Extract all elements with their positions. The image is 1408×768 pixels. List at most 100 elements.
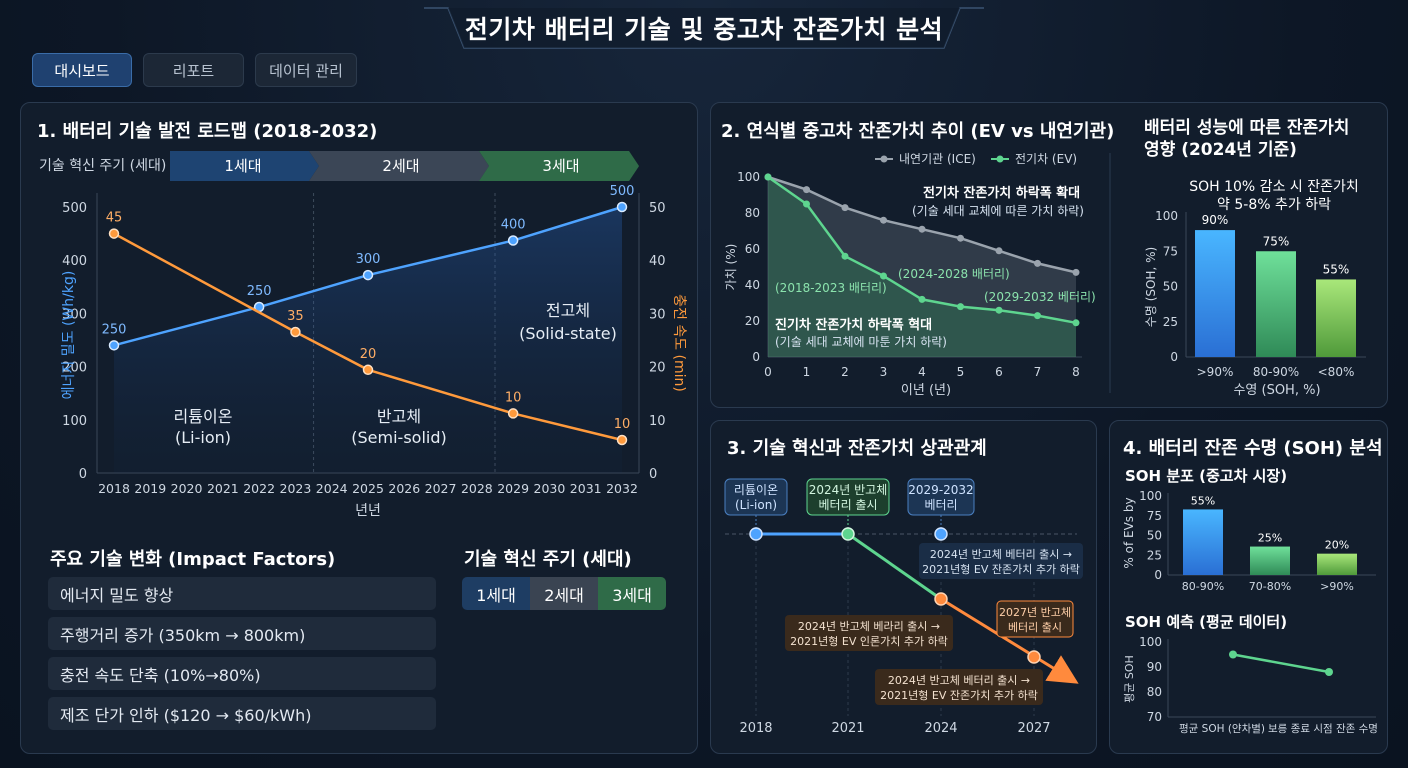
y-tick-label: 70 [1147, 710, 1162, 724]
era-liion-sub: (Li-ion) [175, 428, 231, 447]
y-tick-label: 80 [745, 206, 760, 220]
series-point [918, 295, 926, 303]
timeline-point [934, 527, 948, 541]
x-tick-label: 2028 [461, 481, 493, 496]
generation-legend: 1세대 2세대 3세대 [462, 577, 666, 610]
legend-ice-label: 내연기관 (ICE) [899, 152, 976, 166]
era-semisolid-sub: (Semi-solid) [351, 428, 446, 447]
x-axis-label: 이년 (년) [901, 383, 951, 398]
tab-dashboard[interactable]: 대시보드 [32, 53, 132, 87]
annotation: (2029-2032 베터리) [984, 290, 1096, 304]
annotation: (기술 세대 교체에 마툰 가치 하락) [775, 335, 947, 349]
tab-data-management[interactable]: 데이터 관리 [255, 53, 357, 87]
energy-point [108, 340, 120, 351]
annotation: (2018-2023 배터리) [775, 281, 887, 295]
generation-chip-1: 1세대 [462, 577, 530, 610]
series-point [841, 252, 849, 260]
generation-chip-3: 3세대 [598, 577, 666, 610]
y-tick-label: 60 [745, 242, 760, 256]
x-tick-label: 2018 [98, 481, 130, 496]
era-liion-label: 리튬이온 [174, 407, 233, 426]
timeline-point [841, 527, 855, 541]
bar-value-label: 75% [1263, 234, 1290, 248]
charge-data-label: 35 [287, 309, 304, 324]
callout-2-line1: 2024년 반고체 베라리 출시 → [798, 620, 940, 633]
label-liion: 리튬이온 [734, 483, 778, 497]
y-tick-label: 75 [1163, 244, 1178, 258]
bar-value-label: 55% [1191, 494, 1215, 507]
era-semisolid-label: 반고체 [377, 407, 421, 426]
energy-data-label: 500 [610, 184, 635, 199]
callout-2-line2: 2021년형 EV 인론가치 추가 하락 [790, 634, 948, 648]
panel-soh-analysis: 4. 배터리 잔존 수명 (SOH) 분석 SOH 분포 (중고차 시장) SO… [1109, 420, 1388, 754]
charge-data-label: 10 [505, 390, 522, 405]
x-tick-label: 2030 [534, 481, 566, 496]
panel-title: 2. 연식별 중고차 잔존가치 추이 (EV vs 내연기관) [721, 121, 1115, 142]
callout-3-line2: 베터리 출시 [1008, 621, 1062, 634]
y-tick-label: 500 [62, 201, 87, 216]
series-point [1034, 312, 1041, 320]
x-tick-label: <80% [1318, 365, 1355, 379]
bar-value-label: 25% [1258, 532, 1282, 545]
label-2029-sub: 베터리 [924, 498, 957, 512]
roadmap-chart: 기술 혁신 주기 (세대) 1세대 2세대 3세대 01002003004005… [39, 151, 687, 519]
energy-point [507, 235, 519, 246]
bar-value-label: 20% [1325, 539, 1349, 552]
factor-item: 에너지 밀도 향상 [48, 577, 436, 610]
y-tick-label: 100 [62, 414, 87, 429]
x-tick-label: 2031 [570, 481, 602, 496]
y-tick-label: 25 [1147, 548, 1162, 562]
callout-1 [919, 543, 1083, 579]
label-liion-sub: (Li-ion) [735, 498, 777, 512]
series-point [1072, 268, 1080, 276]
x-tick-label: 3 [880, 365, 888, 379]
generation-chip-2: 2세대 [530, 577, 598, 610]
y-tick-label: 75 [1147, 509, 1162, 523]
bar [1183, 509, 1223, 575]
series-point [1072, 319, 1080, 327]
label-2029: 2029-2032 [908, 483, 973, 497]
series-point [995, 247, 1003, 255]
bar-value-label: 90% [1202, 213, 1229, 227]
series-point [803, 200, 810, 208]
x-tick-label: 8 [1072, 365, 1080, 379]
callout-3-line1: 2027년 반고체 [999, 606, 1071, 619]
year-label: 2021 [831, 721, 864, 736]
energy-point [362, 269, 374, 281]
timeline-segment-3 [940, 597, 1079, 684]
charge-point [616, 434, 628, 446]
series-point [880, 216, 887, 224]
panel-title: 4. 배터리 잔존 수명 (SOH) 분석 [1123, 438, 1383, 459]
x-tick-label: 80-90% [1253, 365, 1299, 379]
gen3-arrow-lower [479, 166, 639, 181]
y-tick-label: 100 [1139, 635, 1162, 649]
year-label: 2027 [1017, 721, 1050, 736]
energy-data-label: 250 [247, 284, 272, 299]
y-axis-label: % of EVs by [1122, 497, 1136, 568]
annotation: 진기차 잔존가치 하락폭 혁대 [775, 317, 932, 333]
x-tick-label: 80-90% [1182, 580, 1224, 593]
correlation-chart: 리튬이온 (Li-ion) 2024년 반고체 베터리 출시 2029-2032… [724, 478, 1083, 736]
series-point [957, 234, 964, 242]
era-solidstate-label: 전고체 [546, 301, 590, 320]
page-title: 전기차 배터리 기술 및 중고차 잔존가치 분석 [464, 15, 944, 44]
callout-4-line2: 2021년형 EV 잔존가치 추가 하락 [880, 688, 1038, 702]
x-tick-label: 4 [918, 365, 926, 379]
y-tick-label: 100 [1139, 489, 1162, 503]
charge-point [507, 408, 519, 419]
callout-4 [875, 669, 1043, 705]
label-semisolid-sub: 베터리 출시 [818, 498, 877, 512]
y2-tick-label: 30 [649, 307, 666, 322]
panel-residual-value-trend: 2. 연식별 중고차 잔존가치 추이 (EV vs 내연기관) 내연기관 (IC… [710, 102, 1388, 408]
prediction-line [1232, 653, 1330, 674]
x-tick-label: 2023 [280, 481, 312, 496]
series-point [764, 173, 772, 181]
tab-report[interactable]: 리포트 [143, 53, 244, 87]
bar [1317, 553, 1357, 575]
y-tick-label: 20 [745, 314, 760, 328]
series-point [880, 272, 887, 280]
bar-value-label: 55% [1323, 262, 1350, 276]
charge-data-label: 10 [614, 417, 631, 432]
y-tick-label: 90 [1147, 660, 1162, 674]
